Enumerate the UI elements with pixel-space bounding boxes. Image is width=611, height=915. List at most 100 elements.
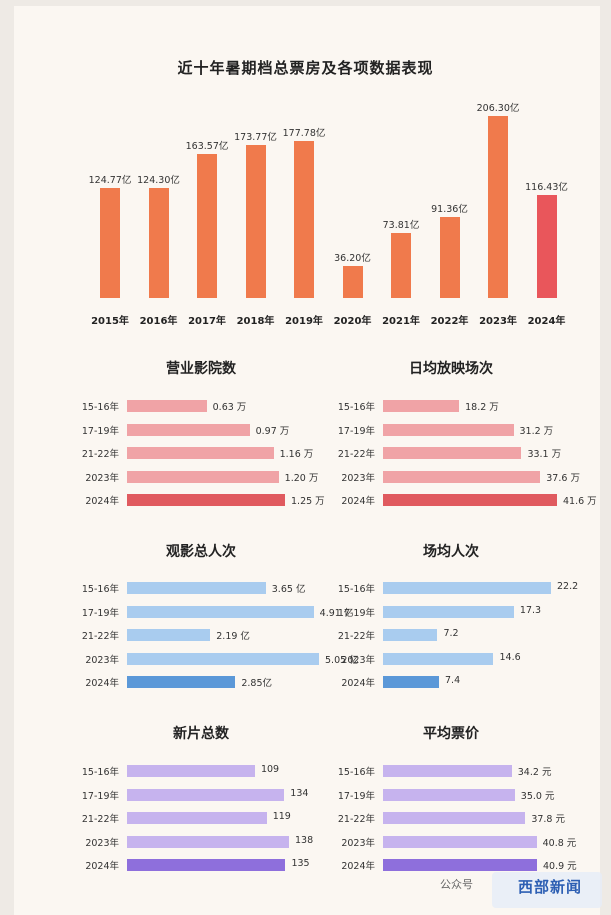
hbar-value-label: 1.25 万 bbox=[291, 496, 325, 508]
hbar-value-label: 0.63 万 bbox=[212, 402, 247, 413]
hbar-value-label: 31.2 万 bbox=[519, 425, 554, 437]
x-tick-label: 2017年 bbox=[188, 316, 226, 327]
row-label: 21-22年 bbox=[337, 814, 375, 826]
bar-value-label: 36.20亿 bbox=[334, 253, 371, 265]
main-chart-title: 近十年暑期档总票房及各项数据表现 bbox=[177, 59, 434, 77]
bar bbox=[100, 187, 120, 298]
hbar-value-label: 37.6 万 bbox=[546, 472, 580, 484]
row-label: 21-22年 bbox=[81, 449, 119, 461]
hbar-value-label: 5.05 亿 bbox=[325, 654, 359, 666]
x-tick-label: 2020年 bbox=[333, 316, 372, 327]
row-label: 17-19年 bbox=[81, 790, 119, 802]
row-label: 21-22年 bbox=[337, 631, 375, 643]
hbar-value-label: 2.19 亿 bbox=[216, 631, 250, 643]
hbar bbox=[383, 652, 494, 665]
bar-value-label: 91.36亿 bbox=[431, 204, 468, 216]
hbar-value-label: 17.3 bbox=[519, 604, 542, 616]
hbar-value-label: 109 bbox=[260, 764, 280, 775]
x-tick-label: 2021年 bbox=[382, 316, 420, 327]
row-label: 2024年 bbox=[341, 861, 375, 873]
hbar-value-label: 37.8 元 bbox=[531, 814, 565, 826]
hbar-value-label: 7.2 bbox=[443, 628, 459, 640]
row-label: 2024年 bbox=[85, 861, 119, 873]
hbar bbox=[127, 812, 267, 825]
hbar bbox=[127, 859, 286, 872]
row-label: 2024年 bbox=[85, 496, 119, 508]
x-tick-label: 2018年 bbox=[236, 316, 275, 327]
watermark-logo bbox=[492, 872, 602, 908]
hbar-value-label: 135 bbox=[291, 858, 310, 870]
row-label: 2023年 bbox=[85, 837, 119, 849]
hbar bbox=[383, 835, 537, 848]
row-label: 2023年 bbox=[341, 654, 375, 666]
hbar bbox=[127, 494, 285, 507]
hbar bbox=[383, 629, 438, 642]
hbar-value-label: 1.20 万 bbox=[284, 472, 319, 484]
hbar-value-label: 1.16 万 bbox=[279, 449, 314, 461]
hbar bbox=[127, 447, 274, 460]
hbar bbox=[383, 470, 541, 483]
x-tick-label: 2016年 bbox=[139, 316, 178, 327]
bar bbox=[391, 232, 411, 298]
row-label: 15-16年 bbox=[337, 767, 375, 778]
hbar bbox=[383, 812, 526, 825]
panel-title: 观影总人次 bbox=[166, 544, 236, 560]
hbar-value-label: 18.2 万 bbox=[465, 402, 499, 413]
watermark-label: 公众号 bbox=[440, 878, 473, 891]
bar bbox=[488, 116, 508, 298]
row-label: 2024年 bbox=[341, 496, 375, 508]
bar bbox=[294, 141, 314, 298]
hbar-value-label: 41.6 万 bbox=[563, 496, 597, 508]
x-tick-label: 2015年 bbox=[91, 316, 129, 327]
watermark-logo-text: 西部新闻 bbox=[518, 878, 583, 896]
hbar bbox=[383, 447, 522, 460]
row-label: 2024年 bbox=[341, 678, 375, 690]
hbar-value-label: 40.8 元 bbox=[542, 837, 577, 849]
row-label: 2023年 bbox=[341, 472, 375, 484]
bar bbox=[342, 266, 363, 298]
bar bbox=[245, 144, 266, 298]
row-label: 21-22年 bbox=[81, 814, 119, 826]
x-tick-label: 2024年 bbox=[527, 316, 566, 327]
hbar bbox=[127, 835, 289, 848]
hbar-value-label: 35.0 元 bbox=[520, 790, 555, 802]
row-label: 17-19年 bbox=[337, 607, 375, 619]
hbar bbox=[127, 629, 211, 642]
hbar bbox=[383, 788, 515, 801]
row-label: 2024年 bbox=[85, 678, 119, 690]
bar bbox=[197, 153, 217, 298]
panel-title: 场均人次 bbox=[423, 544, 479, 560]
row-label: 2023年 bbox=[85, 654, 119, 666]
bar-value-label: 116.43亿 bbox=[525, 182, 568, 194]
bar bbox=[439, 217, 460, 298]
row-label: 17-19年 bbox=[81, 425, 119, 437]
hbar bbox=[127, 582, 266, 594]
row-label: 15-16年 bbox=[81, 584, 119, 595]
bar-value-label: 177.78亿 bbox=[282, 128, 326, 140]
hbar bbox=[127, 652, 319, 665]
hbar bbox=[127, 470, 279, 483]
x-tick-label: 2023年 bbox=[479, 316, 517, 327]
x-tick-label: 2019年 bbox=[285, 316, 323, 327]
hbar bbox=[383, 765, 512, 777]
hbar-value-label: 2.85亿 bbox=[241, 678, 272, 690]
hbar bbox=[383, 676, 439, 689]
hbar bbox=[127, 400, 207, 412]
row-label: 17-19年 bbox=[337, 790, 375, 802]
hbar-value-label: 33.1 万 bbox=[527, 449, 562, 461]
row-label: 15-16年 bbox=[337, 402, 375, 413]
row-label: 2023年 bbox=[341, 837, 375, 849]
hbar bbox=[127, 605, 314, 618]
hbar-value-label: 14.6 bbox=[499, 651, 521, 663]
hbar-value-label: 138 bbox=[295, 834, 314, 846]
row-label: 2023年 bbox=[85, 472, 119, 484]
hbar-value-label: 3.65 亿 bbox=[271, 584, 306, 595]
hbar bbox=[383, 859, 537, 872]
hbar bbox=[383, 423, 514, 436]
panel-title: 平均票价 bbox=[423, 726, 479, 742]
row-label: 17-19年 bbox=[81, 607, 119, 619]
row-label: 15-16年 bbox=[337, 584, 375, 595]
row-label: 15-16年 bbox=[81, 402, 119, 413]
row-label: 21-22年 bbox=[81, 631, 119, 643]
hbar-value-label: 7.4 bbox=[445, 675, 461, 687]
